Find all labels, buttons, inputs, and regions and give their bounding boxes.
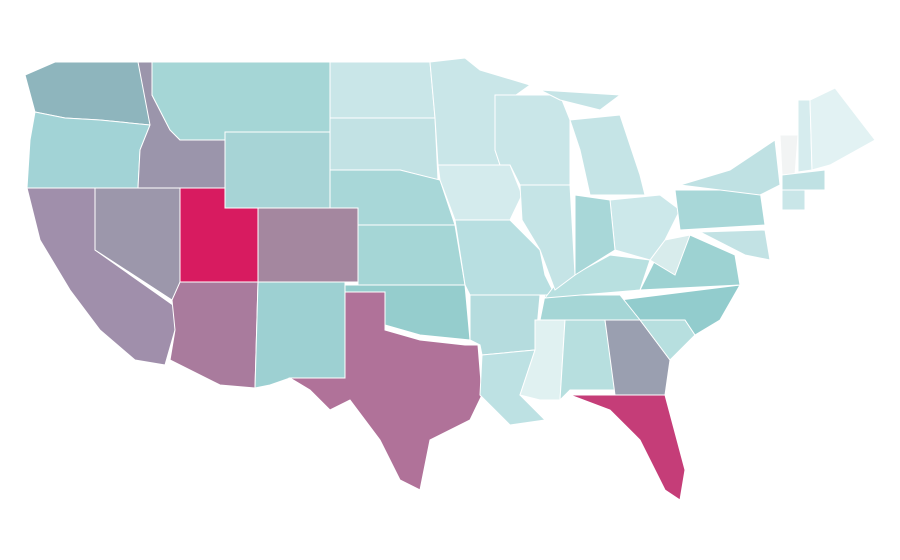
region — [357, 224, 466, 286]
region — [494, 94, 571, 186]
region — [254, 281, 346, 389]
region — [169, 281, 259, 389]
region — [779, 134, 799, 176]
region — [574, 194, 616, 276]
region — [569, 114, 646, 196]
region — [151, 61, 331, 141]
region — [781, 189, 806, 211]
region — [288, 291, 483, 491]
region — [569, 394, 686, 501]
region — [539, 89, 622, 111]
region — [257, 207, 359, 283]
region — [781, 169, 826, 191]
region — [674, 189, 766, 231]
region — [639, 234, 741, 291]
region — [809, 87, 876, 171]
region — [454, 219, 556, 296]
region — [543, 254, 651, 299]
region — [539, 294, 642, 321]
region — [679, 139, 781, 196]
region — [329, 61, 436, 119]
region — [469, 294, 541, 356]
region — [699, 229, 771, 261]
region — [344, 284, 471, 341]
region — [224, 131, 331, 209]
region — [26, 111, 151, 189]
